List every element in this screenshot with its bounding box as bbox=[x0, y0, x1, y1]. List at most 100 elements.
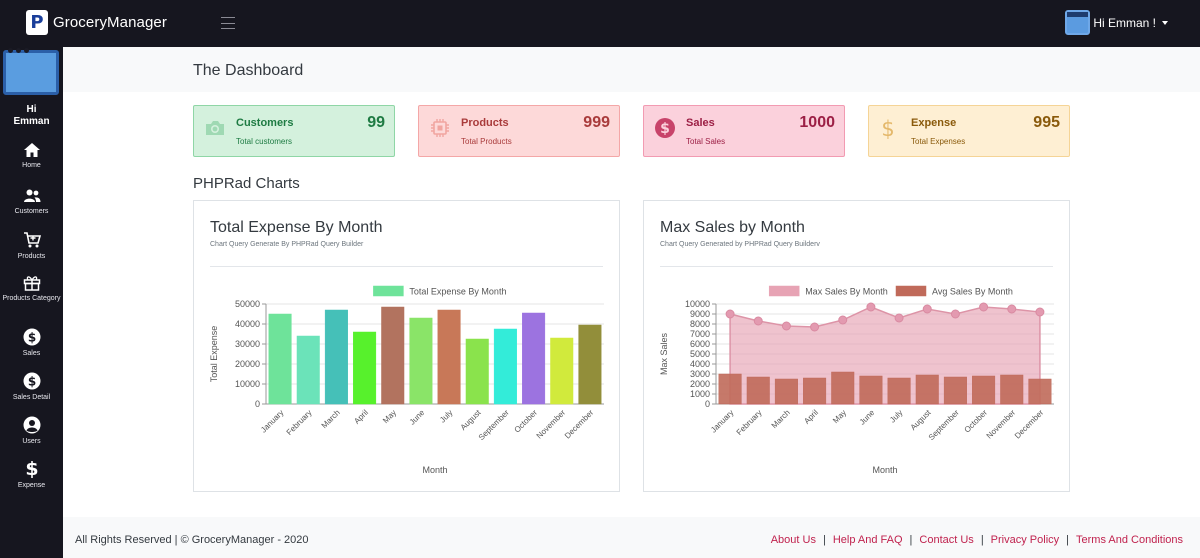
data-point bbox=[781, 321, 791, 331]
stat-subtitle: Total Sales bbox=[686, 137, 726, 146]
footer-link-privacy[interactable]: Privacy Policy bbox=[990, 534, 1060, 546]
brand-logo-icon: P bbox=[26, 10, 48, 35]
x-tick-label: July bbox=[888, 408, 904, 424]
bar bbox=[915, 374, 939, 405]
chip-icon bbox=[431, 119, 449, 137]
y-tick-label: 5000 bbox=[690, 349, 710, 359]
y-tick-label: 0 bbox=[255, 399, 260, 409]
y-tick-label: 0 bbox=[705, 399, 710, 409]
legend-label: Avg Sales By Month bbox=[932, 287, 1013, 297]
charts-section-heading: PHPRad Charts bbox=[193, 175, 300, 192]
footer-link-help[interactable]: Help And FAQ bbox=[832, 534, 903, 546]
chart-card-expense: Total Expense By Month Chart Query Gener… bbox=[193, 200, 620, 492]
bar bbox=[831, 371, 855, 405]
y-tick-label: 2000 bbox=[690, 379, 710, 389]
sidebar-item-sales[interactable]: $ Sales bbox=[0, 328, 63, 358]
stat-card-customers[interactable]: Customers Total customers 99 bbox=[193, 105, 395, 157]
expense-bar-chart: 0 10000 20000 30000 40000 50000 January Februar… bbox=[209, 285, 604, 475]
x-tick-label: January bbox=[259, 408, 285, 434]
svg-text:$: $ bbox=[660, 121, 670, 137]
user-circle-icon bbox=[23, 416, 40, 434]
data-point bbox=[894, 313, 904, 323]
user-menu-dropdown[interactable]: Hi Emman ! bbox=[1065, 10, 1168, 35]
sales-combo-chart: 0100020003000400050006000700080009000100… bbox=[659, 285, 1054, 475]
data-point bbox=[753, 316, 763, 326]
footer-link-about[interactable]: About Us bbox=[770, 534, 816, 546]
x-tick-label: July bbox=[438, 408, 454, 424]
svg-text:$: $ bbox=[25, 458, 38, 478]
chart-subtitle: Chart Query Generated by PHPRad Query Bu… bbox=[660, 241, 820, 248]
brand-name: GroceryManager bbox=[53, 14, 167, 31]
footer-link-contact[interactable]: Contact Us bbox=[919, 534, 974, 546]
dollar-circle-icon: $ bbox=[23, 372, 40, 390]
y-tick-label: 10000 bbox=[235, 379, 260, 389]
home-icon bbox=[23, 143, 40, 157]
x-tick-label: August bbox=[459, 408, 484, 433]
footer-link-terms[interactable]: Terms And Conditions bbox=[1076, 534, 1183, 546]
bar bbox=[803, 377, 827, 405]
bar bbox=[324, 309, 348, 405]
stat-title: Sales bbox=[686, 117, 715, 129]
sidebar-avatar bbox=[3, 48, 59, 95]
y-tick-label: 6000 bbox=[690, 339, 710, 349]
data-point bbox=[838, 315, 848, 325]
stat-title: Customers bbox=[236, 117, 294, 129]
menu-toggle-icon[interactable] bbox=[221, 17, 235, 29]
bar bbox=[774, 378, 798, 405]
sidebar-item-label: Customers bbox=[14, 208, 49, 215]
stat-card-sales[interactable]: $ Sales Total Sales 1000 bbox=[643, 105, 845, 157]
chart-title: Max Sales by Month bbox=[660, 219, 805, 236]
stat-card-products[interactable]: Products Total Products 999 bbox=[418, 105, 620, 157]
sidebar-item-customers[interactable]: Customers bbox=[0, 188, 63, 216]
legend-swatch bbox=[373, 285, 404, 297]
chart-title: Total Expense By Month bbox=[210, 219, 383, 236]
y-tick-label: 7000 bbox=[690, 329, 710, 339]
x-tick-label: March bbox=[770, 408, 792, 430]
bar bbox=[746, 376, 770, 405]
svg-text:$: $ bbox=[27, 375, 35, 389]
sidebar-item-label: Sales Detail bbox=[12, 394, 51, 401]
divider bbox=[660, 266, 1053, 267]
svg-text:$: $ bbox=[881, 117, 894, 139]
x-axis-title: Month bbox=[872, 465, 897, 475]
sidebar-item-label: Products Category bbox=[2, 295, 61, 302]
x-tick-label: March bbox=[320, 408, 342, 430]
sidebar-item-products[interactable]: Products bbox=[0, 231, 63, 261]
x-tick-label: August bbox=[909, 408, 934, 433]
sidebar-item-expense[interactable]: $ Expense bbox=[0, 458, 63, 490]
x-tick-label: October bbox=[963, 408, 990, 435]
bar bbox=[943, 376, 967, 405]
x-tick-label: September bbox=[477, 408, 511, 442]
y-tick-label: 50000 bbox=[235, 299, 260, 309]
stat-title: Expense bbox=[911, 117, 957, 129]
x-tick-label: January bbox=[709, 408, 735, 434]
x-tick-label: November bbox=[985, 408, 1018, 441]
footer-copyright: All Rights Reserved | © GroceryManager -… bbox=[75, 534, 309, 546]
bar bbox=[1028, 378, 1052, 405]
sidebar-item-products-category[interactable]: Products Category bbox=[0, 275, 63, 303]
data-point bbox=[979, 302, 989, 312]
y-tick-label: 20000 bbox=[235, 359, 260, 369]
bar bbox=[465, 338, 489, 405]
sidebar-item-label: Products bbox=[17, 253, 46, 260]
sidebar-item-users[interactable]: Users bbox=[0, 416, 63, 446]
brand[interactable]: P GroceryManager bbox=[26, 10, 167, 35]
stat-subtitle: Total customers bbox=[236, 137, 293, 146]
bar bbox=[409, 317, 433, 405]
data-point bbox=[810, 322, 820, 332]
sidebar-greeting-hi: Hi bbox=[26, 104, 37, 115]
data-point bbox=[866, 302, 876, 312]
chart-subtitle: Chart Query Generate By PHPRad Query Bui… bbox=[210, 241, 364, 248]
stat-card-expense[interactable]: $ Expense Total Expenses 995 bbox=[868, 105, 1070, 157]
bar bbox=[268, 313, 292, 405]
data-point bbox=[1007, 304, 1017, 314]
bar bbox=[550, 337, 574, 405]
x-tick-label: June bbox=[858, 408, 877, 427]
y-tick-label: 3000 bbox=[690, 369, 710, 379]
x-tick-label: September bbox=[927, 408, 961, 442]
legend-swatch bbox=[895, 285, 927, 297]
sidebar: Hi Emman Home Customers Products Product… bbox=[0, 47, 63, 558]
sidebar-item-sales-detail[interactable]: $ Sales Detail bbox=[0, 372, 63, 402]
footer-links: About Us | Help And FAQ | Contact Us | Priv… bbox=[770, 534, 1183, 546]
sidebar-item-home[interactable]: Home bbox=[0, 142, 63, 170]
